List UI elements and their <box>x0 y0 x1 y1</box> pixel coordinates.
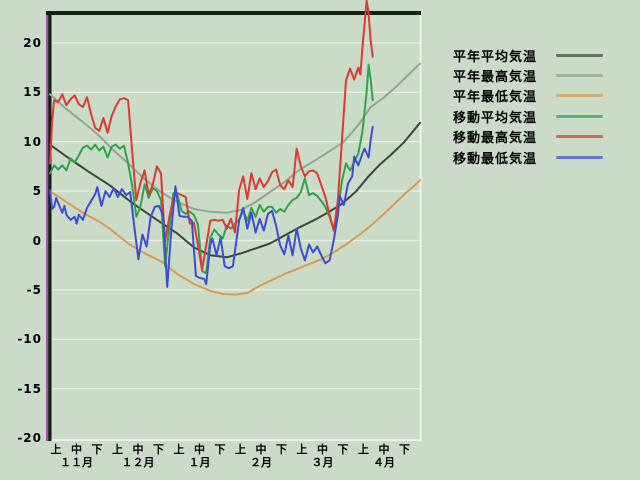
series-line-moving-average <box>49 63 374 275</box>
x-axis-period-label: 下 <box>91 443 103 456</box>
x-axis-period-label: 上 <box>50 443 62 456</box>
series-line-normal-high <box>49 62 421 214</box>
legend-item-moving-average: 移動平均気温 <box>453 106 603 126</box>
legend: 平年平均気温 平年最高気温 平年最低気温 移動平均気温 移動最高気温 移動最低気温 <box>453 45 603 167</box>
legend-swatch <box>556 74 603 78</box>
legend-item-normal-low: 平年最低気温 <box>453 86 603 106</box>
x-axis-period-label: 中 <box>317 443 328 456</box>
x-axis-period-label: 下 <box>337 443 349 456</box>
x-axis-period-label: 上 <box>173 443 185 456</box>
y-axis-tick-label--10: -10 <box>17 332 42 347</box>
x-axis-period-label: 中 <box>132 443 144 456</box>
legend-label: 平年最低気温 <box>453 90 538 106</box>
legend-item-normal-average: 平年平均気温 <box>453 45 603 65</box>
legend-swatch <box>556 94 603 98</box>
plot-border-left <box>48 11 52 441</box>
legend-swatch <box>556 155 603 159</box>
plot-border-top <box>46 11 421 15</box>
plot-border-bottom <box>50 439 422 441</box>
x-axis-month-label: １２月 <box>121 456 155 469</box>
x-axis-period-label: 中 <box>194 443 205 456</box>
x-axis-period-label: 下 <box>214 443 226 456</box>
x-axis-month-label: ３月 <box>311 456 334 469</box>
y-axis-tick-label--5: -5 <box>26 282 42 297</box>
x-axis-period-label: 上 <box>112 443 123 456</box>
axis-accent-line <box>46 11 49 441</box>
x-axis-period-label: 中 <box>378 443 390 456</box>
x-axis-period-label: 下 <box>276 443 287 456</box>
x-axis-month-label: ２月 <box>250 456 272 469</box>
x-axis-period-label: 上 <box>296 443 308 456</box>
x-axis-month-label: ４月 <box>373 456 395 469</box>
y-axis-tick-label-20: 20 <box>23 35 42 50</box>
x-axis-period-label: 下 <box>399 443 410 456</box>
legend-label: 移動最低気温 <box>453 151 538 167</box>
y-axis-tick-label--20: -20 <box>17 431 42 446</box>
legend-label: 移動平均気温 <box>453 110 538 126</box>
series-line-normal-low <box>49 179 421 296</box>
legend-label: 平年平均気温 <box>453 49 538 65</box>
series-line-moving-high <box>49 0 374 272</box>
y-axis-tick-label--15: -15 <box>17 381 42 396</box>
y-axis-tick-label-15: 15 <box>23 85 42 100</box>
legend-item-moving-low: 移動最低気温 <box>453 147 603 167</box>
series-line-moving-low <box>49 125 374 288</box>
y-axis-tick-label-10: 10 <box>23 134 42 149</box>
legend-swatch <box>556 53 603 57</box>
x-axis-period-label: 上 <box>358 443 369 456</box>
x-axis-period-label: 下 <box>153 443 164 456</box>
legend-swatch <box>556 114 603 118</box>
plot-border-right <box>419 11 422 441</box>
x-axis-month-label: １１月 <box>60 456 93 469</box>
x-axis-period-label: 中 <box>255 443 267 456</box>
legend-label: 移動最高気温 <box>453 131 538 147</box>
y-axis-tick-label-5: 5 <box>32 184 42 199</box>
legend-item-moving-high: 移動最高気温 <box>453 127 603 147</box>
legend-item-normal-high: 平年最高気温 <box>453 65 603 85</box>
legend-swatch <box>556 135 603 139</box>
y-axis-tick-label-0: 0 <box>32 233 42 248</box>
x-axis-month-label: １月 <box>188 456 211 469</box>
legend-label: 平年最高気温 <box>453 70 538 86</box>
x-axis-period-label: 中 <box>71 443 82 456</box>
x-axis-period-label: 上 <box>235 443 246 456</box>
